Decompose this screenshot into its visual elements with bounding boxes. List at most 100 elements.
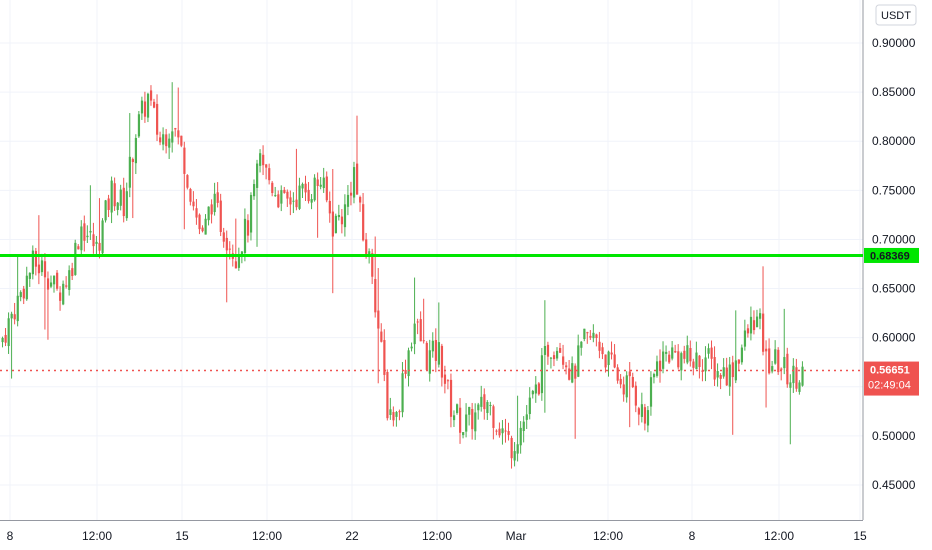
candle-body <box>652 374 656 378</box>
candle-body <box>177 130 180 138</box>
candle-body <box>543 346 547 355</box>
y-tick-label: 0.50000 <box>872 429 916 443</box>
support-price-badge: 0.68369 <box>864 247 919 263</box>
candle-body <box>401 373 404 413</box>
candle-body <box>143 101 147 117</box>
candle-body <box>504 430 507 432</box>
candle-body <box>774 349 777 364</box>
candle-body <box>604 354 607 368</box>
candle-body <box>789 382 792 388</box>
x-tick-label: 15 <box>853 529 867 543</box>
candle-body <box>171 131 174 143</box>
x-tick-label: 12:00 <box>422 529 452 543</box>
candle-body <box>495 430 498 432</box>
x-tick-label: 12:00 <box>252 529 282 543</box>
candle-body <box>771 366 774 372</box>
candle-body <box>365 239 368 256</box>
candle-body <box>101 220 104 254</box>
candle-body <box>525 414 528 420</box>
candle-body <box>571 363 574 383</box>
candle-body <box>331 211 334 237</box>
candle-body <box>204 218 207 235</box>
candle-body <box>201 227 204 232</box>
candle-body <box>459 407 462 433</box>
candle-body <box>234 261 238 269</box>
candle-body <box>743 330 747 347</box>
candle-body <box>122 187 125 217</box>
candle-body <box>449 379 453 417</box>
candle-body <box>262 154 265 166</box>
candle-body <box>189 189 192 202</box>
candle-body <box>183 147 186 174</box>
candle-body <box>180 135 183 146</box>
candle-body <box>237 254 241 268</box>
candle-body <box>71 268 74 277</box>
candle-body <box>683 350 686 359</box>
last-price-badge: 0.56651 02:49:04 <box>864 361 919 396</box>
candle-body <box>419 319 422 342</box>
candle-body <box>562 356 565 365</box>
candle-body <box>252 184 256 197</box>
candle-body <box>710 347 713 359</box>
candle-body <box>283 189 286 193</box>
candle-body <box>746 328 750 334</box>
candle-body <box>586 332 589 334</box>
candle-body <box>443 374 447 384</box>
candle-body <box>386 371 389 419</box>
candle-body <box>349 192 353 196</box>
candle-body <box>416 321 419 323</box>
candle-body <box>786 353 789 385</box>
candle-body <box>722 367 725 377</box>
candle-body <box>422 340 425 342</box>
candle-body <box>395 412 398 417</box>
candle-body <box>665 351 668 354</box>
candle-body <box>356 163 359 195</box>
candle-body <box>456 404 459 413</box>
candle-body <box>28 272 31 279</box>
y-tick-label: 0.60000 <box>872 331 916 345</box>
candle-body <box>92 234 95 247</box>
candle-body <box>574 365 577 379</box>
candle-body <box>737 359 740 364</box>
candle-body <box>404 369 407 374</box>
candle-body <box>537 383 541 395</box>
candle-body <box>383 340 386 375</box>
candle-body <box>598 341 601 351</box>
x-tick-label: 15 <box>175 529 189 543</box>
candle-body <box>46 278 50 290</box>
candle-body <box>468 406 471 415</box>
candle-body <box>359 197 362 203</box>
candle-body <box>519 427 522 446</box>
candle-body <box>268 168 271 181</box>
price-axis[interactable]: 0.90000 0.85000 0.80000 0.75000 0.70000 0.650… <box>872 36 916 492</box>
candle-body <box>104 200 107 221</box>
candle-body <box>798 382 801 392</box>
candle-body <box>622 384 625 395</box>
candle-body <box>377 310 380 329</box>
y-tick-label: 0.45000 <box>872 478 916 492</box>
candle-body <box>483 394 486 410</box>
time-axis[interactable]: 8 12:00 15 12:00 22 12:00 Mar 12:00 8 12:00 15 <box>7 529 867 543</box>
candle-body <box>549 357 553 359</box>
candle-body <box>146 93 150 118</box>
candle-body <box>668 354 671 363</box>
candle-body <box>565 365 568 368</box>
candle-body <box>765 348 768 352</box>
candle-body <box>119 189 122 206</box>
candle-body <box>16 295 19 322</box>
candle-body <box>219 200 222 232</box>
candle-body <box>440 345 444 378</box>
candle-body <box>374 278 377 313</box>
candle-body <box>689 347 692 362</box>
candle-body <box>634 385 637 406</box>
candle-body <box>428 350 431 374</box>
x-tick-label: 8 <box>689 529 696 543</box>
candle-body <box>568 368 571 380</box>
candle-body <box>759 313 762 319</box>
x-tick-label: 22 <box>345 529 359 543</box>
candle-body <box>510 437 513 459</box>
candle-body <box>371 253 374 277</box>
candle-body <box>289 197 292 205</box>
currency-badge[interactable]: USDT <box>875 4 917 26</box>
